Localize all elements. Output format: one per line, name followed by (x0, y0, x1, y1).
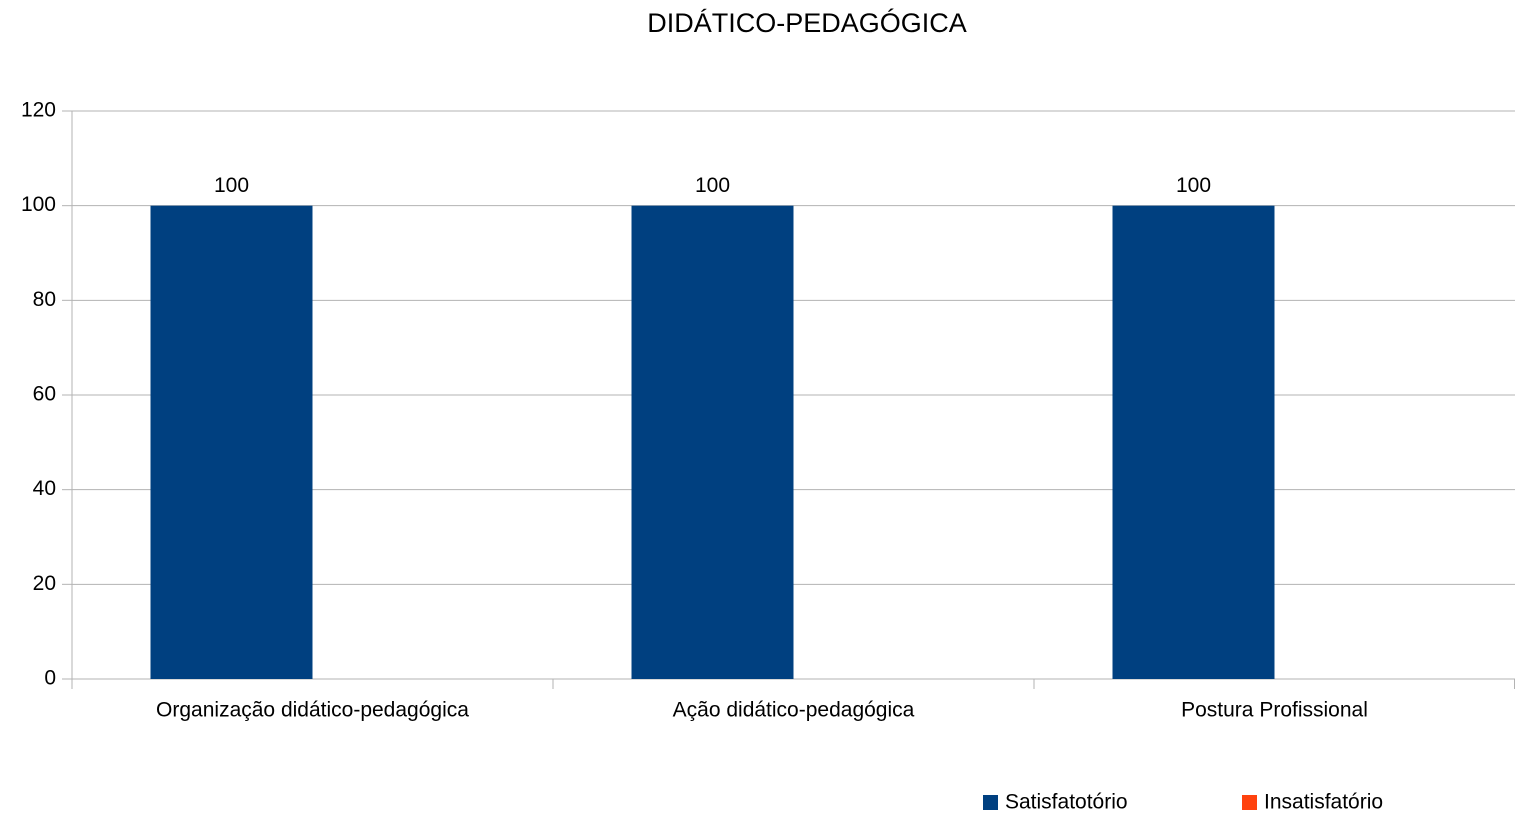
legend-label: Insatisfatório (1264, 791, 1383, 814)
x-tick-label: Organização didático-pedagógica (156, 699, 469, 722)
x-tick-label: Postura Profissional (1181, 699, 1368, 722)
data-label: 100 (695, 174, 730, 197)
y-tick-label: 60 (33, 383, 56, 406)
data-label: 100 (214, 174, 249, 197)
bar (1112, 205, 1275, 679)
bar (631, 205, 794, 679)
y-tick-label: 40 (33, 477, 56, 500)
y-tick-label: 100 (21, 193, 56, 216)
y-tick-label: 120 (21, 99, 56, 122)
y-tick-label: 20 (33, 572, 56, 595)
bar (150, 205, 313, 679)
legend-label: Satisfatotório (1005, 791, 1128, 814)
y-tick-label: 80 (33, 288, 56, 311)
legend-swatch (1242, 795, 1257, 810)
legend-swatch (983, 795, 998, 810)
data-label: 100 (1176, 174, 1211, 197)
x-tick-label: Ação didático-pedagógica (673, 699, 915, 722)
y-tick-label: 0 (44, 667, 56, 690)
chart-title: DIDÁTICO-PEDAGÓGICA (647, 7, 967, 38)
